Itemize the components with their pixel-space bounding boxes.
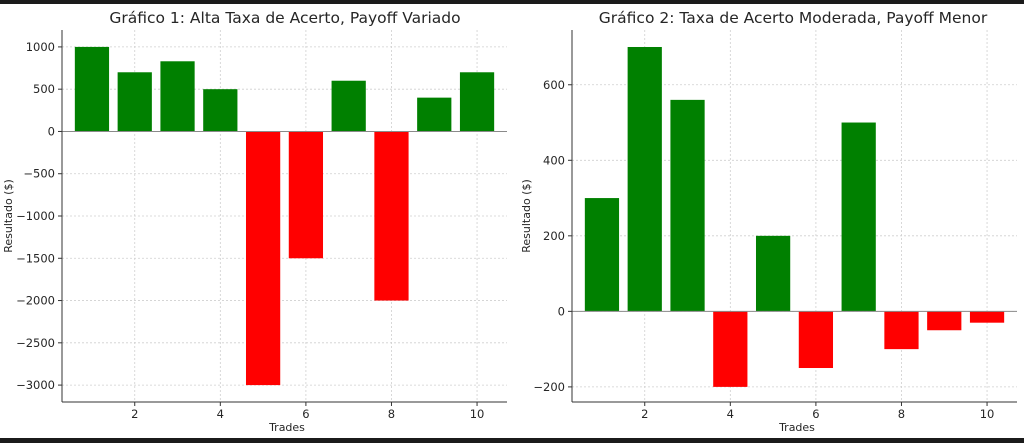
chart-1-bar-trade-4 (203, 89, 238, 132)
chart-1-x-tick-label: 6 (302, 407, 309, 421)
chart-1-y-tick-label: −3000 (16, 378, 55, 392)
chart-1-y-tick-label: −1500 (16, 251, 55, 265)
chart-2-bar-trade-4 (713, 311, 748, 387)
chart-1-bar-trade-5 (245, 131, 281, 386)
chart-2-bar-trade-1 (584, 198, 620, 312)
chart-1-bar-trade-7 (331, 80, 366, 132)
chart-2-x-tick-label: 8 (898, 407, 905, 421)
chart-2-y-tick-label: 200 (543, 229, 565, 243)
chart-1-bar-trade-3 (160, 61, 195, 132)
chart-2-x-tick-label: 6 (812, 407, 819, 421)
chart-1-y-tick-label: −500 (23, 167, 55, 181)
chart-1-bar-trade-1 (74, 46, 110, 132)
chart-1: Gráfico 1: Alta Taxa de Acerto, Payoff V… (2, 9, 507, 434)
chart-1-bar-trade-6 (288, 131, 324, 259)
chart-1-x-tick-label: 2 (131, 407, 138, 421)
chart-1-x-tick-label: 8 (388, 407, 395, 421)
chart-1-x-axis-label: Trades (268, 421, 305, 434)
chart-1-y-tick-label: 1000 (26, 40, 55, 54)
chart-1-y-tick-label: −2500 (16, 336, 55, 350)
chart-1-bar-trade-2 (117, 72, 152, 132)
chart-1-bar-trade-10 (459, 72, 495, 132)
chart-2-x-tick-label: 10 (980, 407, 995, 421)
chart-2-bar-trade-6 (798, 311, 834, 369)
chart-1-bar-trade-9 (417, 97, 452, 132)
chart-1-y-tick-label: −1000 (16, 209, 55, 223)
chart-2-bar-trade-3 (670, 99, 705, 312)
chart-2-x-tick-label: 2 (641, 407, 648, 421)
chart-2-bar-trade-5 (755, 235, 791, 312)
chart-2-y-tick-label: 600 (543, 78, 565, 92)
chart-1-y-tick-label: 0 (48, 124, 55, 138)
chart-2-y-tick-label: −200 (533, 380, 565, 394)
chart-2: Gráfico 2: Taxa de Acerto Moderada, Payo… (520, 9, 1017, 434)
chart-1-x-tick-label: 10 (470, 407, 485, 421)
chart-1-y-tick-label: −2000 (16, 294, 55, 308)
chart-1-x-tick-label: 4 (217, 407, 224, 421)
chart-2-y-tick-label: 400 (543, 153, 565, 167)
chart-2-bar-trade-10 (969, 311, 1005, 323)
chart-2-title: Gráfico 2: Taxa de Acerto Moderada, Payo… (599, 9, 988, 27)
chart-2-y-tick-label: 0 (558, 304, 565, 318)
chart-1-y-axis-label: Resultado ($) (2, 179, 15, 253)
chart-2-bar-trade-7 (841, 122, 876, 312)
chart-1-title: Gráfico 1: Alta Taxa de Acerto, Payoff V… (109, 9, 460, 27)
chart-2-bar-trade-2 (627, 46, 662, 312)
chart-1-y-tick-label: 500 (33, 82, 55, 96)
bottom-frame-bar (0, 438, 1024, 443)
chart-2-bar-trade-9 (927, 311, 962, 331)
chart-2-x-axis-label: Trades (778, 421, 815, 434)
chart-2-bar-trade-8 (884, 311, 919, 350)
chart-2-x-tick-label: 4 (727, 407, 734, 421)
chart-1-bar-trade-8 (374, 131, 409, 301)
top-frame-bar (0, 0, 1024, 4)
chart-2-y-axis-label: Resultado ($) (520, 179, 533, 253)
